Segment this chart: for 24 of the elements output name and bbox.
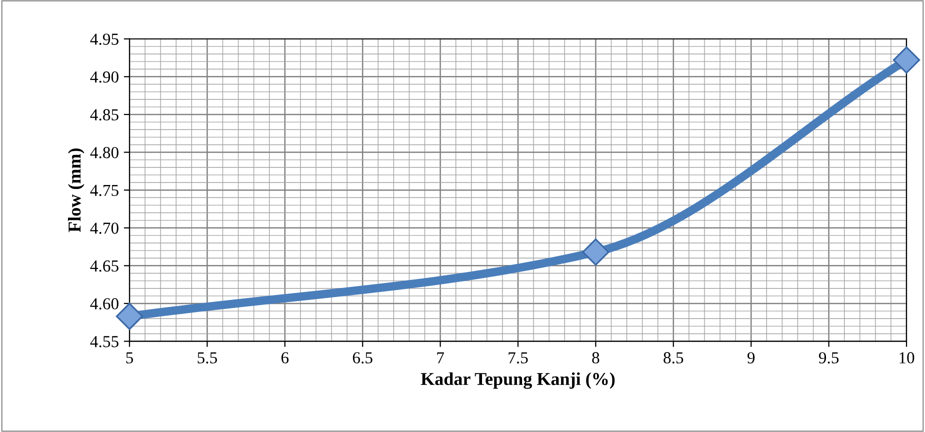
y-tick-label: 4.95 <box>90 34 118 45</box>
x-tick-label: 8.5 <box>664 352 684 364</box>
x-tick-label: 8 <box>592 352 600 364</box>
y-tick-label: 4.65 <box>90 260 118 272</box>
x-tick-label: 5 <box>126 352 134 364</box>
x-tick-label: 6 <box>281 352 289 364</box>
y-tick-label: 4.80 <box>90 146 118 158</box>
y-tick-label: 4.60 <box>90 298 118 310</box>
x-tick-label: 9 <box>747 352 755 364</box>
x-tick-label: 9.5 <box>818 352 839 364</box>
point <box>892 46 920 74</box>
x-tick-label: 7 <box>437 352 444 364</box>
y-tick-label: 4.70 <box>90 222 118 234</box>
x-tick-label: 6.5 <box>352 352 372 364</box>
x-tick-label: 10 <box>900 352 914 364</box>
point <box>582 238 610 266</box>
y-tick-label: 4.90 <box>90 71 118 83</box>
x-axis-title: Kadar Tepung Kanji (%) <box>420 372 615 389</box>
y-axis-title: Flow (mm) <box>68 148 84 232</box>
y-tick-label: 4.85 <box>90 109 118 120</box>
x-tick-label: 5.5 <box>198 352 217 364</box>
x-tick-label: 7.5 <box>508 352 528 364</box>
y-tick-label: 4.75 <box>90 184 118 196</box>
y-tick-label: 4.55 <box>90 336 118 348</box>
